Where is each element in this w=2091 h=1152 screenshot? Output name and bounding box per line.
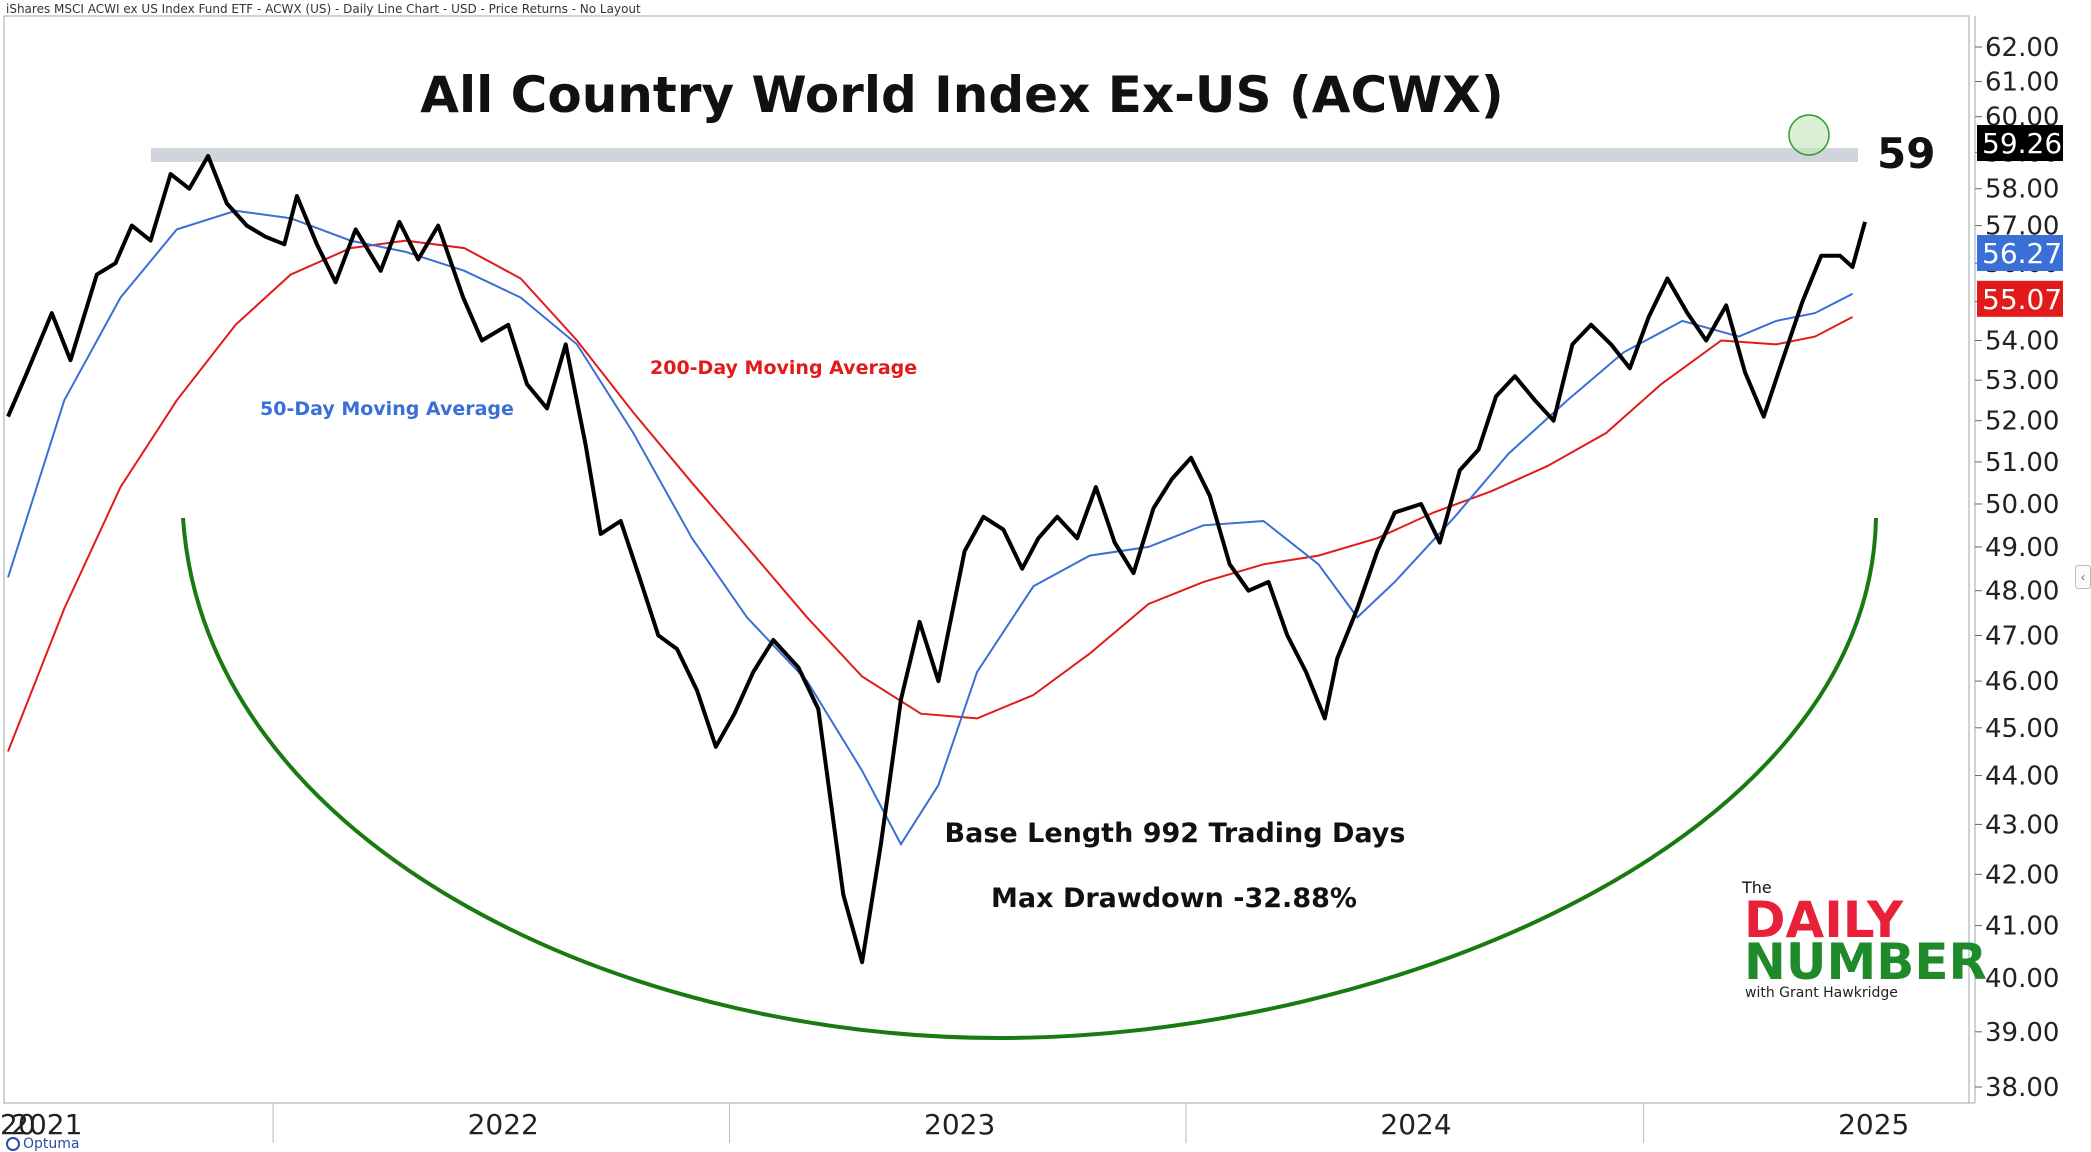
base-curve <box>181 517 1878 1041</box>
y-axis-ticks: 38.00 39.00 40.00 41.00 42.00 43.00 44.00 45.00… <box>1975 33 2059 1103</box>
resistance-label: 59 <box>1877 129 1935 178</box>
y-tick-label: 61.00 <box>1985 68 2059 98</box>
price-tags: 59.26 56.27 55.07 <box>1977 125 2063 317</box>
plot-frame <box>3 15 1970 1104</box>
optuma-brand: Optuma <box>6 1136 80 1152</box>
resistance-band <box>151 148 1858 162</box>
chart-caption: iShares MSCI ACWI ex US Index Fund ETF -… <box>6 2 641 16</box>
x-tick-label: 2023 <box>924 1108 995 1141</box>
price-tag-box <box>1977 280 2063 317</box>
ma200-line <box>7 239 1853 752</box>
y-tick-label: 52.00 <box>1985 407 2059 437</box>
x-tick-label: 2024 <box>1380 1108 1451 1141</box>
optuma-logo-icon <box>6 1137 20 1151</box>
y-tick-label: 47.00 <box>1985 621 2059 651</box>
y-tick-label: 40.00 <box>1985 964 2059 994</box>
y-tick-label: 58.00 <box>1985 175 2059 205</box>
max-drawdown-text: Max Drawdown -32.88% <box>991 883 1357 914</box>
logo-number: NUMBER <box>1744 933 1987 991</box>
y-tick-label: 46.00 <box>1985 667 2059 697</box>
y-tick-label: 62.00 <box>1985 33 2059 63</box>
price-tag-label: 59.26 <box>1982 127 2062 160</box>
base-length-text: Base Length 992 Trading Days <box>945 818 1406 849</box>
high-marker-circle <box>1788 114 1830 156</box>
y-tick-label: 50.00 <box>1985 490 2059 520</box>
y-tick-label: 54.00 <box>1985 326 2059 356</box>
price-line <box>6 154 1867 965</box>
y-tick-label: 43.00 <box>1985 810 2059 840</box>
panel-collapse-handle[interactable]: ‹ <box>2075 565 2091 589</box>
y-tick-label: 53.00 <box>1985 366 2059 396</box>
optuma-brand-text: Optuma <box>23 1136 80 1152</box>
ma50-line <box>7 209 1853 847</box>
x-tick-label: 2022 <box>468 1108 539 1141</box>
y-tick-label: 44.00 <box>1985 762 2059 792</box>
x-tick-label: 2025 <box>1838 1108 1909 1141</box>
y-tick-label: 39.00 <box>1985 1018 2059 1048</box>
price-tag-label: 55.07 <box>1982 283 2062 316</box>
y-tick-label: 41.00 <box>1985 912 2059 942</box>
y-tick-label: 45.00 <box>1985 714 2059 744</box>
x-tick-label: 2021 <box>11 1108 82 1141</box>
x-tick-label: 20 <box>0 1108 36 1141</box>
y-tick-label: 51.00 <box>1985 448 2059 478</box>
ma50-label: 50-Day Moving Average <box>260 398 514 420</box>
y-tick-label: 48.00 <box>1985 577 2059 607</box>
ma200-label: 200-Day Moving Average <box>650 357 917 379</box>
logo-byline: with Grant Hawkridge <box>1745 985 1898 1001</box>
logo-the: The <box>1741 878 1772 897</box>
daily-number-logo: The DAILY NUMBER with Grant Hawkridge <box>1741 878 1987 1001</box>
price-tag-box <box>1977 125 2063 162</box>
price-tag-label: 56.27 <box>1982 237 2062 270</box>
price-tag-box <box>1977 235 2063 272</box>
y-tick-label: 49.00 <box>1985 533 2059 563</box>
y-tick-label: 42.00 <box>1985 860 2059 890</box>
chart-title: All Country World Index Ex-US (ACWX) <box>420 66 1503 124</box>
y-tick-label: 38.00 <box>1985 1073 2059 1103</box>
logo-daily: DAILY <box>1744 891 1904 949</box>
